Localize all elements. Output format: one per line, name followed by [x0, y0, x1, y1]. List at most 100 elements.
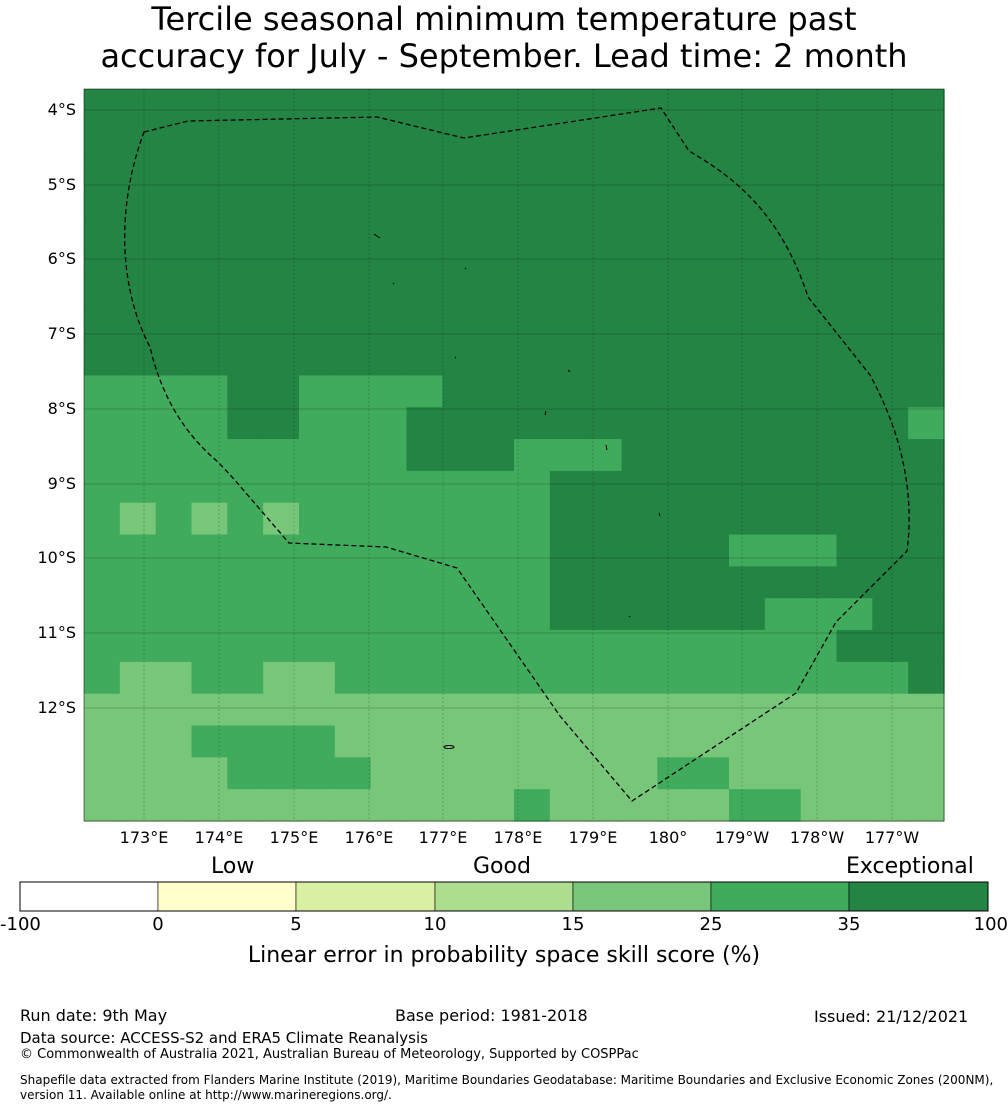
grid-cell: [334, 311, 372, 345]
grid-cell: [119, 343, 157, 377]
grid-cell: [549, 216, 587, 249]
grid-cell: [549, 630, 587, 663]
grid-cell: [514, 343, 551, 377]
grid-cell: [872, 661, 909, 695]
grid-cell: [263, 184, 300, 217]
grid-cell: [406, 152, 443, 186]
grid-cell: [84, 248, 121, 281]
grid-cell: [155, 661, 193, 695]
grid-cell: [872, 152, 909, 186]
grid-cell: [334, 375, 372, 408]
grid-cell: [729, 470, 766, 504]
grid-cell: [657, 725, 694, 758]
grid-cell: [442, 375, 479, 408]
grid-cell: [227, 248, 264, 281]
grid-cell: [227, 502, 264, 536]
grid-cell: [263, 216, 300, 249]
grid-cell: [227, 439, 264, 472]
grid-cell: [334, 725, 372, 758]
grid-cell: [227, 693, 264, 727]
grid-cell: [514, 534, 551, 567]
grid-cell: [334, 407, 372, 440]
island: [373, 233, 381, 239]
grid-cell: [800, 534, 838, 567]
grid-cell: [334, 534, 372, 567]
grid-cell: [442, 439, 479, 472]
grid-cell: [657, 279, 694, 313]
grid-cell: [478, 439, 515, 472]
grid-cell: [155, 216, 193, 249]
grid-cell: [549, 120, 587, 154]
grid-cell: [263, 789, 300, 822]
grid-cell: [299, 311, 336, 345]
grid-cell: [657, 152, 694, 186]
grid-cell: [442, 184, 479, 217]
grid-cell: [800, 566, 838, 599]
grid-cell: [872, 184, 909, 217]
grid-cell: [299, 757, 336, 790]
grid-cell: [836, 89, 873, 122]
grid-cell: [406, 693, 443, 727]
grid-cell: [800, 661, 838, 695]
grid-cell: [908, 757, 945, 790]
longitude-label: 173°E: [119, 828, 169, 847]
grid-cell: [84, 566, 121, 599]
grid-cell: [549, 502, 587, 536]
grid-cell: [693, 789, 730, 822]
grid-cell: [478, 630, 515, 663]
grid-cell: [872, 89, 909, 122]
grid-cell: [263, 598, 300, 631]
grid-cell: [621, 311, 658, 345]
grid-cell: [155, 120, 193, 154]
grid-cell: [729, 789, 766, 822]
grid-cell: [693, 725, 730, 758]
grid-cell: [836, 502, 873, 536]
grid-cell: [370, 598, 408, 631]
grid-cell: [478, 502, 515, 536]
grid-cell: [693, 470, 730, 504]
grid-cell: [334, 693, 372, 727]
grid-cell: [191, 534, 228, 567]
grid-cell: [263, 89, 300, 122]
colorbar-tick-label: 25: [699, 914, 723, 935]
grid-cell: [621, 630, 658, 663]
grid-cell: [334, 120, 372, 154]
map-title-line-2: accuracy for July - September. Lead time…: [100, 37, 908, 75]
grid-cell: [872, 566, 909, 599]
grid-cell: [84, 757, 121, 790]
grid-cell: [549, 470, 587, 504]
grid-cell: [155, 89, 193, 122]
grid-cell: [119, 311, 157, 345]
grid-cell: [585, 311, 623, 345]
grid-cell: [693, 598, 730, 631]
grid-cell: [370, 725, 408, 758]
grid-cell: [227, 789, 264, 822]
grid-cell: [549, 439, 587, 472]
grid-cell: [872, 534, 909, 567]
base-period: Base period: 1981-2018: [395, 1006, 588, 1025]
grid-cell: [729, 89, 766, 122]
grid-cell: [549, 375, 587, 408]
grid-cell: [119, 502, 157, 536]
grid-cell: [84, 661, 121, 695]
grid-cell: [836, 566, 873, 599]
grid-cell: [729, 725, 766, 758]
grid-cell: [585, 375, 623, 408]
grid-cell: [155, 375, 193, 408]
grid-cell: [478, 279, 515, 313]
grid-cell: [442, 789, 479, 822]
grid-cell: [585, 502, 623, 536]
grid-cell: [370, 693, 408, 727]
grid-cell: [764, 311, 802, 345]
grid-cell: [549, 757, 587, 790]
grid-cell: [514, 407, 551, 440]
grid-cell: [908, 120, 945, 154]
grid-cell: [299, 279, 336, 313]
grid-cell: [585, 598, 623, 631]
grid-cell: [836, 407, 873, 440]
grid-cell: [764, 152, 802, 186]
grid-cell: [693, 343, 730, 377]
grid-cell: [585, 789, 623, 822]
longitude-label: 176°E: [344, 828, 394, 847]
grid-cell: [693, 757, 730, 790]
